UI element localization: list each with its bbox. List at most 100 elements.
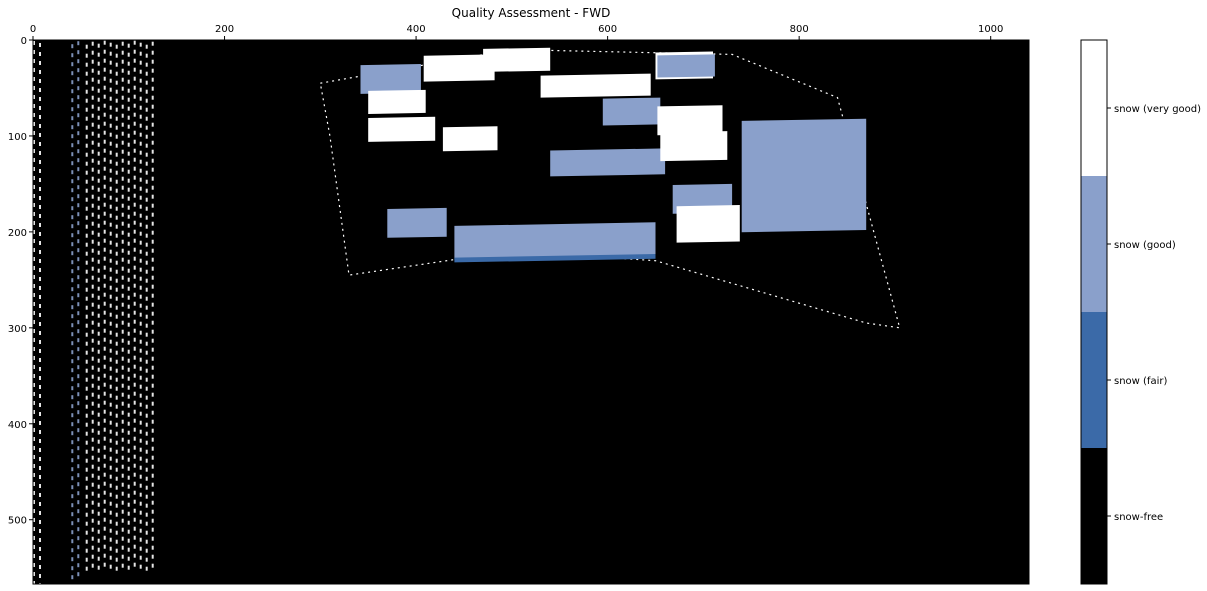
stripe-dot <box>121 194 124 199</box>
stripe-dot <box>97 394 100 399</box>
stripe-dot <box>97 547 100 552</box>
stripe-dot <box>91 374 94 379</box>
stripe-dot <box>39 547 41 551</box>
stripe-dot <box>127 376 130 381</box>
stripe-dot <box>97 376 100 381</box>
stripe-dot <box>115 503 118 508</box>
stripe-dot <box>39 565 41 569</box>
stripe-dot <box>145 368 148 373</box>
stripe-dot <box>39 70 41 74</box>
stripe-dot <box>91 347 94 352</box>
stripe-dot <box>121 275 124 280</box>
stripe-dot <box>97 88 100 93</box>
y-tick-label: 500 <box>8 516 27 527</box>
stripe-dot <box>103 445 106 450</box>
stripe-dot <box>39 115 41 119</box>
stripe-dot <box>85 368 88 373</box>
stripe-dot <box>33 95 35 99</box>
stripe-dot <box>33 149 35 153</box>
stripe-dot <box>121 311 124 316</box>
stripe-dot <box>145 386 148 391</box>
stripe-dot <box>97 349 100 354</box>
stripe-dot <box>121 77 124 82</box>
stripe-dot <box>121 545 124 550</box>
stripe-dot <box>109 429 112 434</box>
stripe-dot <box>151 275 154 280</box>
stripe-dot <box>121 95 124 100</box>
stripe-dot <box>115 215 118 220</box>
stripe-dot <box>77 311 80 316</box>
stripe-dot <box>71 368 74 373</box>
stripe-dot <box>91 293 94 298</box>
stripe-dot <box>109 546 112 551</box>
stripe-dot <box>151 122 154 127</box>
stripe-dot <box>127 538 130 543</box>
stripe-dot <box>91 500 94 505</box>
stripe-dot <box>103 319 106 324</box>
stripe-dot <box>97 250 100 255</box>
stripe-dot <box>139 411 142 416</box>
stripe-dot <box>71 521 74 526</box>
stripe-dot <box>127 358 130 363</box>
stripe-dot <box>77 86 80 91</box>
stripe-dot <box>121 284 124 289</box>
stripe-dot <box>115 449 118 454</box>
stripe-dot <box>139 474 142 479</box>
stripe-dot <box>139 276 142 281</box>
stripe-dot <box>145 287 148 292</box>
stripe-dot <box>145 44 148 49</box>
colorbar-labels: snow-free snow (fair) snow (good) snow (ver… <box>1107 104 1201 523</box>
stripe-dot <box>103 139 106 144</box>
stripe-dot <box>39 502 41 506</box>
stripe-dot <box>71 296 74 301</box>
stripe-dot <box>33 185 35 189</box>
stripe-dot <box>85 485 88 490</box>
stripe-dot <box>71 440 74 445</box>
stripe-dot <box>97 322 100 327</box>
stripe-dot <box>115 296 118 301</box>
colorbar-frame <box>1080 39 1108 585</box>
stripe-dot <box>97 97 100 102</box>
stripe-dot <box>103 409 106 414</box>
stripe-dot <box>77 77 80 82</box>
stripe-dot <box>145 395 148 400</box>
stripe-dot <box>133 202 136 207</box>
stripe-dot <box>145 341 148 346</box>
stripe-dot <box>85 314 88 319</box>
stripe-dot <box>115 314 118 319</box>
stripe-dot <box>77 491 80 496</box>
stripe-dot <box>85 323 88 328</box>
stripe-dot <box>39 106 41 110</box>
stripe-dot <box>151 554 154 559</box>
stripe-dot <box>133 355 136 360</box>
stripe-dot <box>133 319 136 324</box>
stripe-dot <box>71 476 74 481</box>
stripe-dot <box>97 187 100 192</box>
stripe-dot <box>109 411 112 416</box>
stripe-dot <box>151 77 154 82</box>
stripe-dot <box>139 330 142 335</box>
stripe-dot <box>151 329 154 334</box>
stripe-dot <box>77 302 80 307</box>
stripe-dot <box>77 266 80 271</box>
stripe-dot <box>33 221 35 225</box>
stripe-dot <box>145 377 148 382</box>
stripe-dot <box>39 520 41 524</box>
stripe-dot <box>121 455 124 460</box>
stripe-dot <box>77 59 80 64</box>
stripe-dot <box>97 61 100 66</box>
stripe-dot <box>103 391 106 396</box>
colorbar-label: snow (good) <box>1114 240 1176 251</box>
stripe-dot <box>71 350 74 355</box>
stripe-dot <box>127 169 130 174</box>
stripe-dot <box>33 257 35 261</box>
stripe-dot <box>127 529 130 534</box>
stripe-dot <box>121 347 124 352</box>
stripe-dot <box>85 278 88 283</box>
stripe-dot <box>97 268 100 273</box>
stripe-dot <box>133 382 136 387</box>
stripe-dot <box>151 410 154 415</box>
colorbar-label: snow (very good) <box>1114 104 1201 115</box>
quality-region <box>540 73 651 98</box>
